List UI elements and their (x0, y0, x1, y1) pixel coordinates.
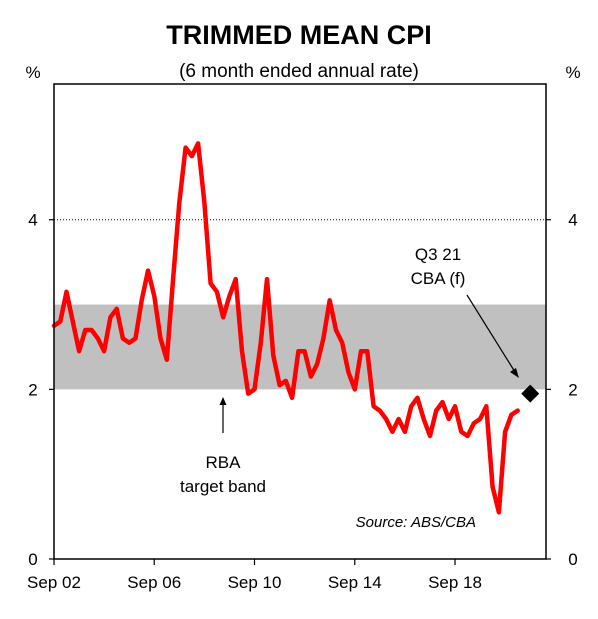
band-label-line2: target band (180, 477, 266, 496)
x-tick-label: Sep 02 (27, 573, 81, 592)
y-unit-right: % (565, 63, 580, 82)
rba-target-band (54, 304, 546, 390)
data-points (53, 143, 540, 513)
y-tick-label-right: 4 (568, 211, 577, 230)
x-tick-label: Sep 06 (127, 573, 181, 592)
x-tick-label: Sep 18 (428, 573, 482, 592)
y-tick-label-left: 2 (28, 380, 37, 399)
band-label-line1: RBA (206, 453, 242, 472)
plot-frame (53, 83, 547, 560)
band-annotation-arrowhead (219, 397, 227, 405)
source-note: Source: ABS/CBA (356, 514, 476, 531)
x-tick-label: Sep 14 (328, 573, 382, 592)
y-tick-label-right: 0 (568, 550, 577, 569)
chart-subtitle: (6 month ended annual rate) (179, 61, 419, 82)
forecast-point-diamond (521, 384, 540, 403)
forecast-label-line1: Q3 21 (415, 245, 461, 264)
y-unit-left: % (25, 63, 40, 82)
forecast-annotation-arrowhead (510, 368, 519, 378)
chart-title: TRIMMED MEAN CPI (166, 20, 432, 50)
axis-ticks: 0 0 2 2 4 4 Sep 02 Sep 06 Sep 10 Sep 14 Sep 18 (27, 211, 578, 592)
forecast-annotation-arrow (466, 294, 516, 373)
forecast-label-line2: CBA (f) (411, 269, 466, 288)
y-tick-label-left: 0 (28, 550, 37, 569)
y-tick-label-right: 2 (568, 380, 577, 399)
x-tick-label: Sep 10 (228, 573, 282, 592)
y-tick-label-left: 4 (28, 211, 37, 230)
